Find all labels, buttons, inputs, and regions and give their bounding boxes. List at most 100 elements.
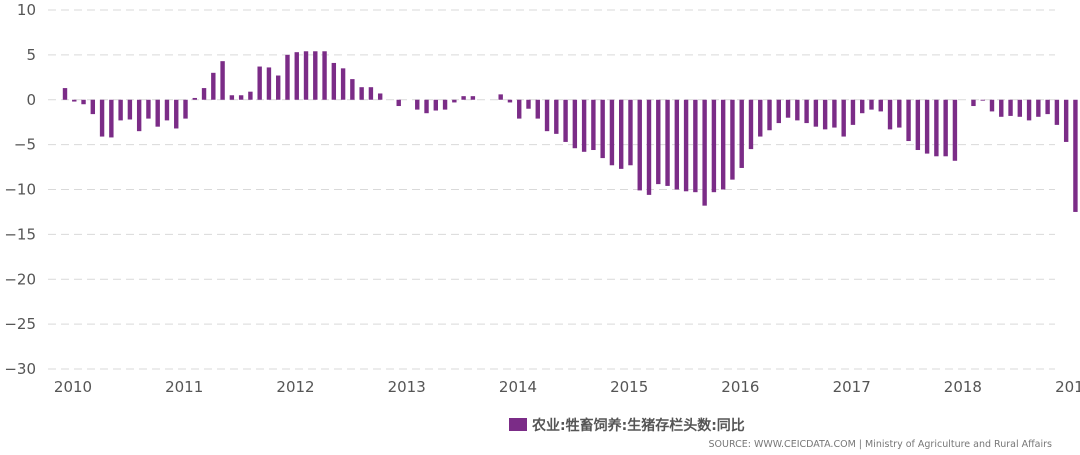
bar[interactable]: [433, 99, 438, 111]
bar[interactable]: [637, 99, 642, 191]
bar[interactable]: [535, 99, 540, 119]
bar[interactable]: [628, 99, 633, 166]
bar[interactable]: [517, 99, 522, 119]
bar[interactable]: [285, 54, 290, 100]
bar[interactable]: [359, 87, 364, 100]
bar[interactable]: [155, 99, 160, 127]
bar[interactable]: [563, 99, 568, 142]
bar[interactable]: [396, 99, 401, 107]
bar[interactable]: [980, 99, 985, 101]
bar[interactable]: [785, 99, 791, 118]
bar[interactable]: [915, 99, 921, 151]
bar[interactable]: [442, 99, 448, 110]
bar[interactable]: [127, 99, 133, 120]
bar[interactable]: [711, 99, 717, 193]
bar[interactable]: [1026, 99, 1032, 121]
bar[interactable]: [303, 51, 309, 100]
bar[interactable]: [591, 99, 596, 151]
bar[interactable]: [526, 99, 531, 109]
bar[interactable]: [350, 79, 355, 100]
bar[interactable]: [331, 62, 337, 100]
bar[interactable]: [544, 99, 550, 132]
bar[interactable]: [619, 99, 624, 169]
bar[interactable]: [1008, 99, 1013, 116]
bar[interactable]: [906, 99, 911, 142]
bar[interactable]: [192, 97, 197, 100]
bar[interactable]: [248, 91, 253, 100]
bar[interactable]: [507, 99, 513, 103]
bar[interactable]: [99, 99, 105, 137]
bar[interactable]: [470, 96, 476, 100]
bar[interactable]: [693, 99, 698, 193]
bar[interactable]: [897, 99, 902, 128]
bar[interactable]: [600, 99, 605, 159]
bar[interactable]: [322, 51, 327, 100]
bar[interactable]: [164, 99, 170, 121]
bar[interactable]: [822, 99, 828, 130]
bar[interactable]: [201, 88, 207, 100]
bar[interactable]: [989, 99, 995, 112]
bar[interactable]: [1063, 99, 1069, 142]
bar[interactable]: [656, 99, 661, 185]
bar[interactable]: [109, 99, 114, 138]
bar[interactable]: [999, 99, 1004, 117]
bar[interactable]: [266, 67, 272, 100]
bar[interactable]: [183, 99, 188, 119]
bar[interactable]: [683, 99, 689, 192]
bar[interactable]: [461, 96, 466, 100]
bar[interactable]: [368, 87, 374, 100]
bar[interactable]: [257, 66, 262, 100]
bar[interactable]: [238, 95, 244, 100]
bar[interactable]: [646, 99, 652, 195]
bar[interactable]: [758, 99, 763, 137]
bar[interactable]: [739, 99, 744, 168]
bar[interactable]: [776, 99, 781, 124]
bar[interactable]: [869, 99, 874, 110]
bar[interactable]: [702, 99, 707, 206]
bar[interactable]: [795, 99, 800, 121]
bar[interactable]: [924, 99, 930, 154]
bar[interactable]: [887, 99, 893, 130]
bar[interactable]: [72, 99, 77, 102]
bar[interactable]: [1017, 99, 1023, 117]
bar[interactable]: [498, 94, 503, 100]
bar[interactable]: [276, 75, 281, 100]
bar[interactable]: [136, 99, 142, 132]
bar[interactable]: [340, 68, 346, 100]
bar[interactable]: [313, 51, 318, 100]
bar[interactable]: [146, 99, 151, 119]
bar[interactable]: [813, 99, 819, 127]
bar[interactable]: [220, 61, 225, 100]
bar[interactable]: [832, 99, 837, 128]
legend[interactable]: 农业:牲畜饲养:生猪存栏头数:同比: [509, 417, 745, 434]
bar[interactable]: [424, 99, 429, 114]
bar[interactable]: [1054, 99, 1060, 125]
bar[interactable]: [62, 88, 68, 100]
bar[interactable]: [665, 99, 670, 186]
bar[interactable]: [572, 99, 578, 149]
bar[interactable]: [767, 99, 772, 131]
bar[interactable]: [841, 99, 846, 137]
bar[interactable]: [174, 99, 179, 129]
bar[interactable]: [211, 72, 216, 100]
bar[interactable]: [1045, 99, 1050, 115]
bar[interactable]: [720, 99, 726, 190]
bar[interactable]: [554, 99, 559, 134]
bar[interactable]: [952, 99, 958, 161]
bar[interactable]: [415, 99, 420, 110]
bar[interactable]: [674, 99, 680, 190]
bar[interactable]: [804, 99, 809, 124]
bar[interactable]: [118, 99, 123, 121]
bar[interactable]: [90, 99, 96, 115]
bar[interactable]: [860, 99, 865, 114]
bar[interactable]: [878, 99, 883, 112]
bar[interactable]: [748, 99, 754, 150]
bar[interactable]: [730, 99, 735, 180]
bar[interactable]: [1073, 99, 1078, 212]
bar[interactable]: [377, 93, 383, 100]
bar[interactable]: [971, 99, 976, 107]
bar[interactable]: [81, 99, 86, 105]
bar[interactable]: [1036, 99, 1041, 117]
bar[interactable]: [850, 99, 856, 125]
bar[interactable]: [943, 99, 948, 157]
